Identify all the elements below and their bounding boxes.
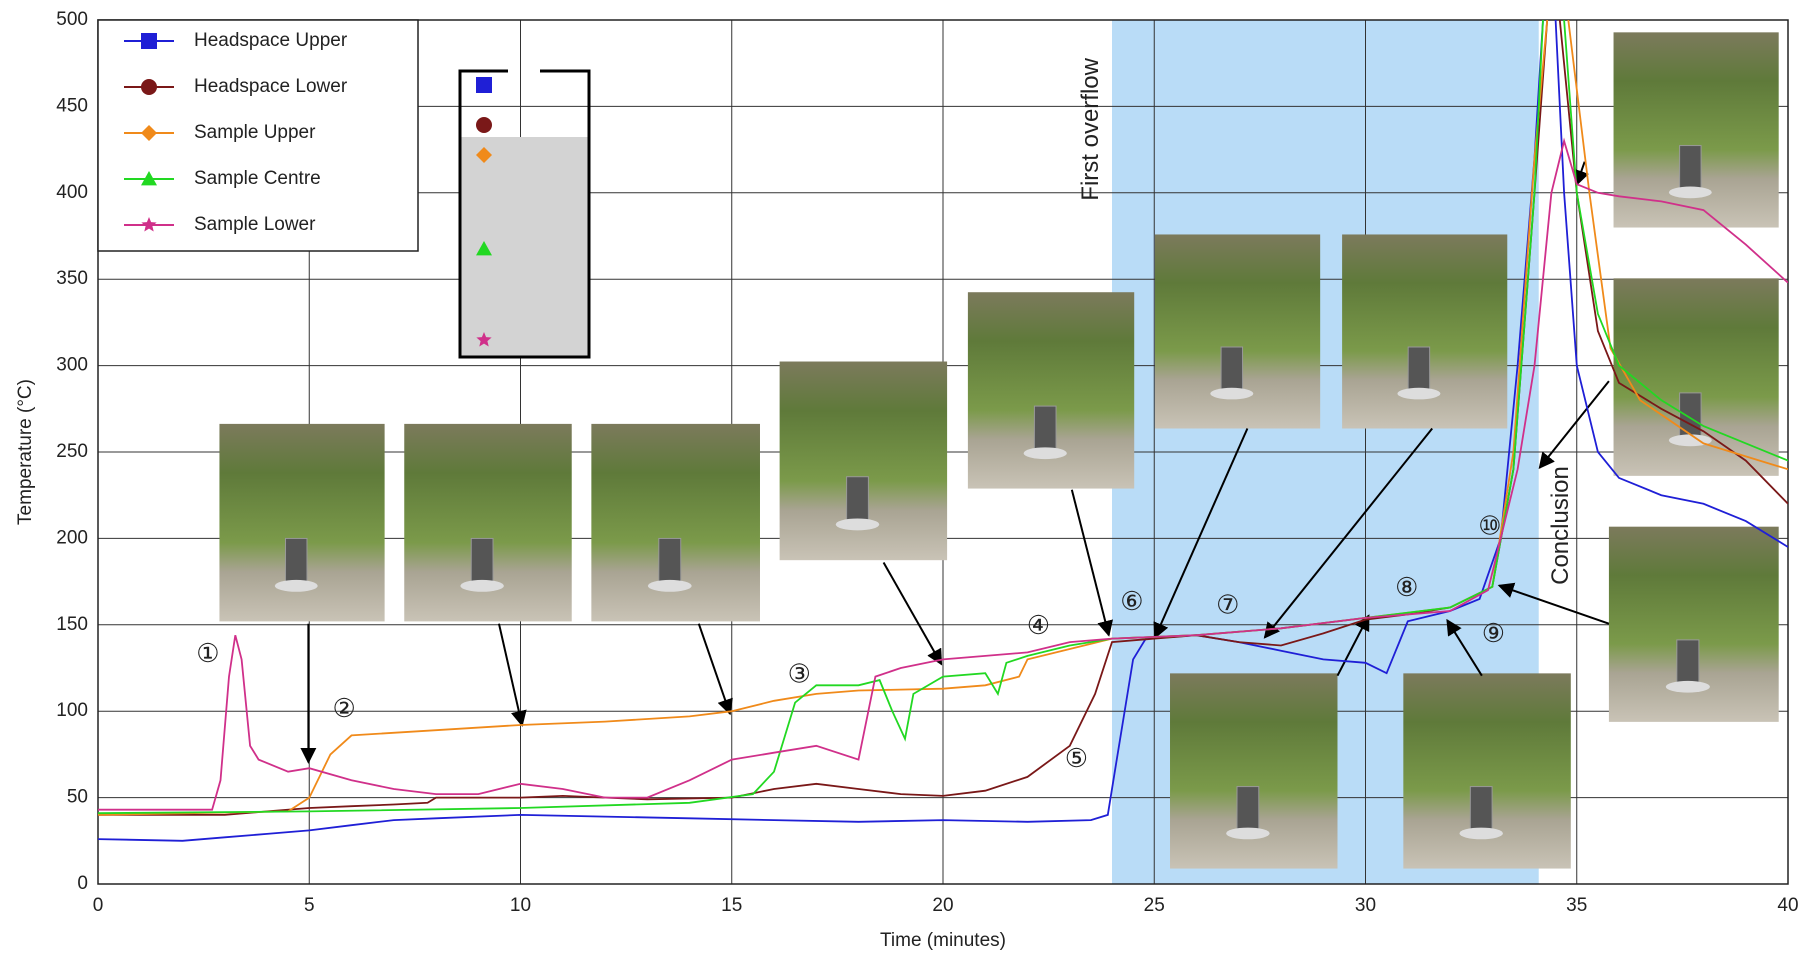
photo <box>1170 673 1337 868</box>
photo-base <box>1666 681 1710 693</box>
x-tick-label: 20 <box>932 895 953 916</box>
photo-can <box>1237 787 1259 830</box>
y-tick-label: 300 <box>56 355 88 376</box>
x-tick-label: 5 <box>304 895 315 916</box>
photo-can <box>847 477 869 521</box>
y-tick-label: 450 <box>56 95 88 116</box>
annotation: First overflow <box>1077 57 1104 200</box>
y-axis-title: Temperature (°C) <box>15 379 36 525</box>
photo <box>404 424 571 622</box>
photo-can <box>471 538 493 581</box>
annotation: ⑥ <box>1120 586 1143 616</box>
photo-base <box>275 580 318 592</box>
photo-can <box>1680 146 1701 189</box>
annotation: ④ <box>1027 610 1050 640</box>
arrow <box>1577 162 1585 185</box>
photo <box>591 424 760 622</box>
photo-base <box>1226 828 1270 840</box>
x-tick-label: 15 <box>721 895 742 916</box>
x-tick-label: 35 <box>1566 895 1587 916</box>
y-tick-label: 200 <box>56 527 88 548</box>
annotation: ② <box>333 693 356 723</box>
y-tick-label: 0 <box>77 873 88 894</box>
annotation: ① <box>196 638 219 668</box>
x-tick-label: 30 <box>1355 895 1376 916</box>
legend-label: Headspace Lower <box>194 76 348 97</box>
photo <box>219 424 384 622</box>
annotation: ⑨ <box>1482 618 1505 648</box>
photo-base <box>1024 447 1067 459</box>
legend-label: Sample Lower <box>194 214 316 235</box>
photo <box>1342 234 1507 428</box>
photo-base <box>1459 828 1503 840</box>
photo-can <box>1677 640 1699 683</box>
photo-can <box>286 538 307 581</box>
y-tick-label: 50 <box>67 787 88 808</box>
marker <box>141 79 157 95</box>
legend-label: Headspace Upper <box>194 30 348 51</box>
photo-can <box>1221 347 1242 390</box>
photo-base <box>648 580 692 592</box>
marker <box>476 77 492 93</box>
y-tick-label: 100 <box>56 700 88 721</box>
photo <box>1403 673 1570 868</box>
photo-can <box>1034 406 1056 449</box>
annotation: Conclusion <box>1547 466 1574 585</box>
annotation: ⑩ <box>1478 511 1501 541</box>
photo-can <box>1470 787 1492 830</box>
x-tick-label: 0 <box>93 895 104 916</box>
y-tick-label: 500 <box>56 9 88 30</box>
vessel-fill <box>460 137 588 356</box>
photo-can <box>659 538 681 581</box>
photo <box>1155 234 1320 428</box>
annotation: ⑤ <box>1065 743 1088 773</box>
photo <box>1609 527 1779 722</box>
y-tick-label: 150 <box>56 614 88 635</box>
photo-base <box>460 580 504 592</box>
photo-can <box>1408 347 1429 390</box>
arrow <box>884 562 942 664</box>
photo-base <box>1669 187 1712 199</box>
chart: Time (minutes) Temperature (°C) 0 5 10 15 20… <box>0 0 1811 954</box>
photo <box>968 292 1134 488</box>
marker <box>141 33 157 49</box>
annotation: ⑦ <box>1216 589 1239 619</box>
x-axis-title: Time (minutes) <box>880 930 1006 951</box>
legend-label: Sample Upper <box>194 122 316 143</box>
y-tick-label: 400 <box>56 182 88 203</box>
marker <box>476 117 492 133</box>
arrow <box>1072 490 1109 636</box>
y-tick-label: 350 <box>56 268 88 289</box>
photo <box>780 362 947 561</box>
legend-label: Sample Centre <box>194 168 321 189</box>
photo-base <box>1397 388 1440 400</box>
annotation: ⑧ <box>1395 572 1418 602</box>
photo-base <box>1210 388 1253 400</box>
arrow <box>699 624 730 714</box>
arrow <box>1540 381 1609 468</box>
x-tick-label: 25 <box>1144 895 1165 916</box>
photo-base <box>836 518 880 530</box>
y-tick-label: 250 <box>56 441 88 462</box>
x-tick-label: 10 <box>510 895 531 916</box>
x-tick-label: 40 <box>1777 895 1798 916</box>
arrow <box>499 624 522 726</box>
annotation: ③ <box>788 659 811 689</box>
